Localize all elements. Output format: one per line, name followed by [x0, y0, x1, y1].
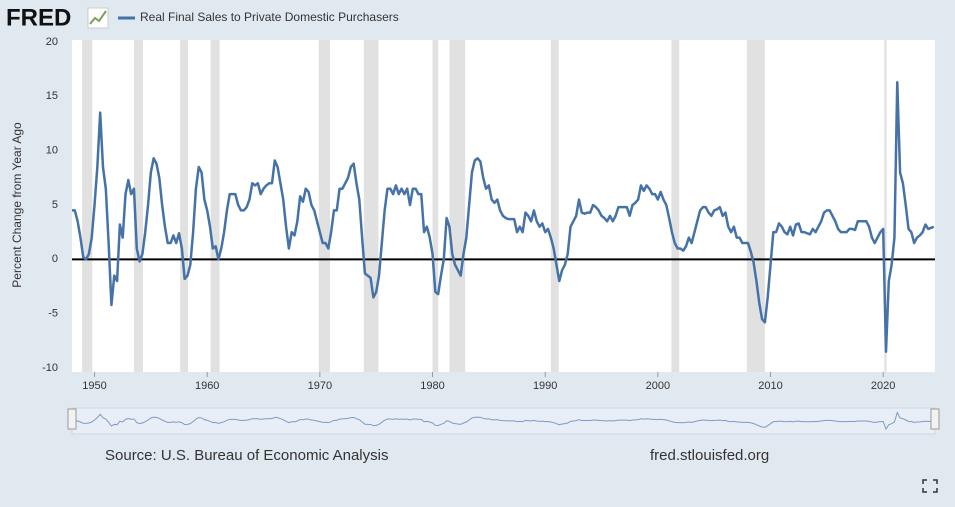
recession-band [550, 40, 559, 372]
recession-band [180, 40, 189, 372]
x-tick-label: 1960 [195, 380, 219, 392]
plot-area [72, 40, 935, 372]
y-axis-label: Percent Change from Year Ago [10, 122, 24, 288]
logo: FRED [6, 4, 71, 31]
y-tick-label: 5 [52, 199, 58, 211]
legend-label: Real Final Sales to Private Domestic Pur… [140, 10, 399, 24]
source: Source: U.S. Bureau of Economic Analysis [105, 447, 388, 464]
navigator-handle[interactable] [67, 408, 77, 430]
x-tick-label: 1970 [308, 380, 332, 392]
navigator-handle[interactable] [930, 408, 940, 430]
x-tick-label: 1950 [82, 380, 106, 392]
navigator-line [72, 411, 934, 431]
recession-band [432, 40, 439, 372]
x-tick-label: 2000 [646, 380, 670, 392]
y-tick-label: 20 [46, 36, 58, 48]
x-tick-label: 1990 [533, 380, 557, 392]
y-tick-label: 15 [46, 90, 58, 102]
recession-band [363, 40, 379, 372]
fullscreen-icon[interactable] [922, 479, 938, 493]
y-tick-label: 10 [46, 145, 58, 157]
recession-band [449, 40, 466, 372]
x-tick-label: 2010 [758, 380, 782, 392]
recession-band [82, 40, 93, 372]
recession-band [884, 40, 887, 372]
recession-band [133, 40, 143, 372]
site: fred.stlouisfed.org [650, 447, 769, 464]
series-line [72, 80, 935, 353]
x-tick-label: 2020 [871, 380, 895, 392]
x-tick-label: 1980 [420, 380, 444, 392]
logo-icon [87, 7, 109, 29]
recession-band [671, 40, 680, 372]
recession-band [318, 40, 330, 372]
recession-band [746, 40, 765, 372]
y-tick-label: -5 [48, 308, 58, 320]
recession-band [210, 40, 220, 372]
y-tick-label: 0 [52, 253, 58, 265]
y-tick-label: -10 [42, 362, 58, 374]
